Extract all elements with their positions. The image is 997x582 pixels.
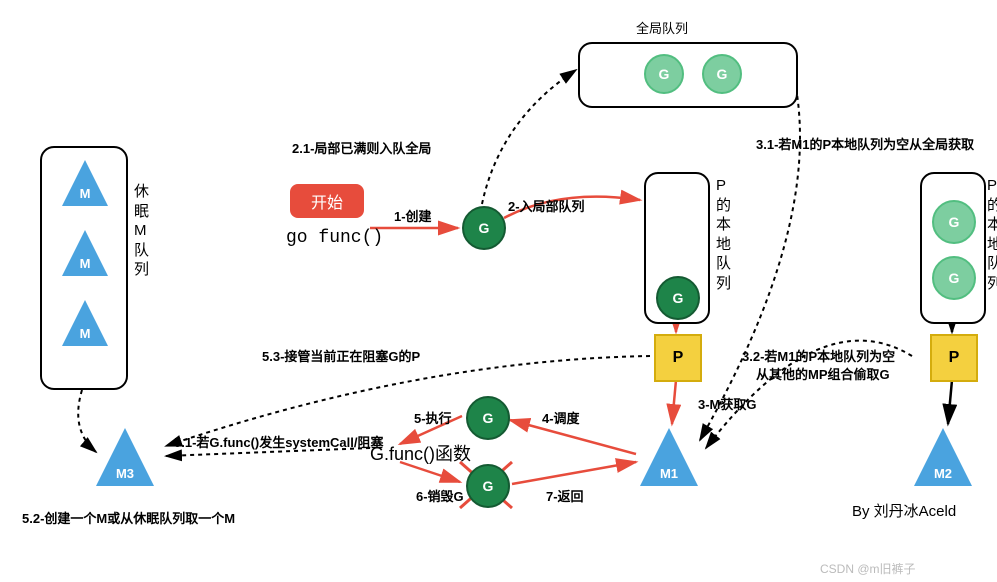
label-by: By 刘丹冰Aceld [852,500,956,521]
m-triangle-label: M3 [96,466,154,481]
label-5-3: 5.3-接管当前正在阻塞G的P [262,346,420,365]
m-triangle-label: M [62,186,108,201]
p-square: P [654,334,702,382]
m-triangle-label: M1 [640,466,698,481]
global-queue-title: 全局队列 [636,18,688,37]
label-6: 6-销毁G [416,486,464,505]
m-triangle-label: M [62,326,108,341]
label-3-2a: 3.2-若M1的P本地队列为空 [742,346,895,365]
label-3-1: 3.1-若M1的P本地队列为空从全局获取 [756,134,974,153]
label-5: 5-执行 [414,408,452,427]
arrow-2.1 [482,70,576,204]
g-circle: G [462,206,506,250]
label-5-2: 5.2-创建一个M或从休眠队列取一个M [22,508,235,527]
g-circle: G [466,464,510,508]
watermark: CSDN @m旧裤子 [820,560,916,577]
label-4: 4-调度 [542,408,580,427]
p2-local-queue-box [920,172,986,324]
sleep-queue-label: 休眠M队列 [134,182,149,280]
p2-label: P的本地队列 [987,176,997,293]
label-5-1: 5.1-若G.func()发生systemCall/阻塞 [174,432,384,451]
g-circle: G [932,256,976,300]
arrow-3m [672,380,676,424]
g-circle: G [644,54,684,94]
p1-label: P的本地队列 [716,176,731,293]
label-3-2b: 从其他的MP组合偷取G [756,364,890,383]
g-circle: G [466,396,510,440]
g-circle: G [702,54,742,94]
m-triangle-label: M [62,256,108,271]
p-square: P [930,334,978,382]
label-2-1: 2.1-局部已满则入队全局 [292,138,431,157]
label-2: 2-入局部队列 [508,196,585,215]
arrow-p-to-m2 [948,380,952,424]
label-7: 7-返回 [546,486,584,505]
arrow-5.2 [78,390,96,452]
m-triangle-label: M2 [914,466,972,481]
g-func-label: G.func()函数 [370,440,471,466]
global-queue-box [578,42,798,108]
g-circle: G [932,200,976,244]
go-func-label: go func() [286,228,383,248]
arrow-7 [512,462,636,484]
start-pill: 开始 [290,184,364,218]
label-3m: 3-M获取G [698,394,757,413]
g-circle: G [656,276,700,320]
label-1: 1-创建 [394,206,432,225]
